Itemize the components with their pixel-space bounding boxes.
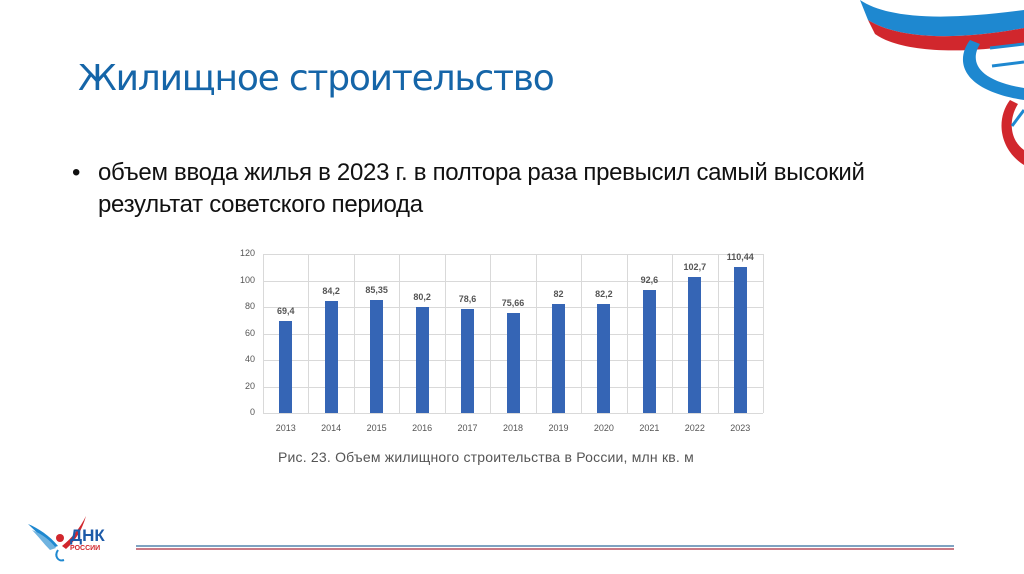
gridline-horizontal: [263, 280, 763, 282]
gridline-vertical: [763, 254, 764, 413]
x-tick-label: 2023: [730, 423, 751, 433]
x-tick-label: 2019: [548, 423, 569, 433]
x-tick-label: 2015: [366, 423, 387, 433]
y-tick-label: 120: [239, 248, 255, 258]
bar-value-label: 84,2: [322, 286, 340, 297]
bar-2023: [733, 266, 747, 413]
gridline-vertical: [626, 254, 628, 413]
y-tick-label: 40: [244, 354, 255, 364]
bar-value-label: 102,7: [683, 261, 707, 272]
dnk-logo-icon: [28, 516, 86, 562]
slide-title: Жилищное строительство: [78, 58, 555, 99]
bar-value-label: 80,2: [413, 291, 431, 302]
bar-2020: [597, 304, 611, 413]
y-tick-label: 100: [239, 274, 255, 285]
bar-2013: [279, 321, 293, 413]
bar-value-label: 75,66: [501, 297, 525, 308]
x-tick-label: 2017: [457, 423, 478, 433]
gridline-horizontal: [263, 254, 763, 255]
x-tick-label: 2013: [275, 423, 296, 433]
footer-divider-blue: [136, 545, 954, 547]
bar-value-label: 92,6: [640, 275, 659, 286]
footer-divider-red: [136, 548, 954, 550]
bar-2022: [688, 276, 702, 413]
bar-value-label: 85,35: [365, 284, 388, 295]
gridline-vertical: [535, 254, 537, 413]
gridline-vertical: [672, 254, 674, 413]
gridline-horizontal: [263, 413, 763, 414]
x-tick-label: 2022: [684, 423, 705, 433]
bar-2016: [415, 306, 429, 413]
x-tick-label: 2014: [321, 423, 342, 433]
gridline-vertical: [263, 254, 264, 413]
bar-value-label: 110,44: [726, 251, 754, 262]
bar-2014: [324, 301, 338, 413]
y-tick-label: 20: [244, 380, 255, 391]
bar-2017: [461, 308, 475, 413]
gridline-horizontal: [263, 307, 763, 308]
bar-2015: [370, 299, 384, 413]
bar-value-label: 82: [553, 289, 564, 300]
plot-area: [263, 254, 764, 414]
gridline-vertical: [308, 254, 310, 413]
bar-2021: [642, 290, 656, 413]
logo-name: ДНК: [70, 526, 105, 545]
gridline-vertical: [581, 254, 583, 413]
x-tick-label: 2021: [639, 423, 660, 433]
gridline-vertical: [353, 254, 355, 413]
y-tick-label: 80: [244, 301, 255, 311]
flag-ribbon-icon: [860, 0, 1024, 165]
bullet-icon: •: [72, 159, 81, 186]
bar-2019: [551, 304, 565, 413]
x-tick-label: 2016: [412, 423, 433, 433]
bar-value-label: 78,6: [458, 293, 477, 304]
bullet-text: объем ввода жилья в 2023 г. в полтора ра…: [98, 159, 865, 218]
x-tick-label: 2018: [502, 423, 524, 433]
bar-value-label: 82,2: [595, 289, 613, 300]
bullet-point: • объем ввода жилья в 2023 г. в полтора …: [72, 157, 892, 221]
bar-value-label: 69,4: [276, 306, 295, 317]
gridline-vertical: [444, 254, 446, 413]
logo-subtitle: РОССИИ: [70, 545, 101, 552]
y-tick-label: 0: [249, 407, 255, 417]
x-tick-label: 2020: [593, 423, 614, 433]
y-tick-label: 60: [244, 327, 255, 338]
bar-2018: [506, 312, 520, 413]
gridline-vertical: [399, 254, 401, 413]
chart-caption: Рис. 23. Объем жилищного строительства в…: [278, 449, 694, 465]
gridline-vertical: [717, 254, 719, 413]
gridline-vertical: [490, 254, 492, 413]
